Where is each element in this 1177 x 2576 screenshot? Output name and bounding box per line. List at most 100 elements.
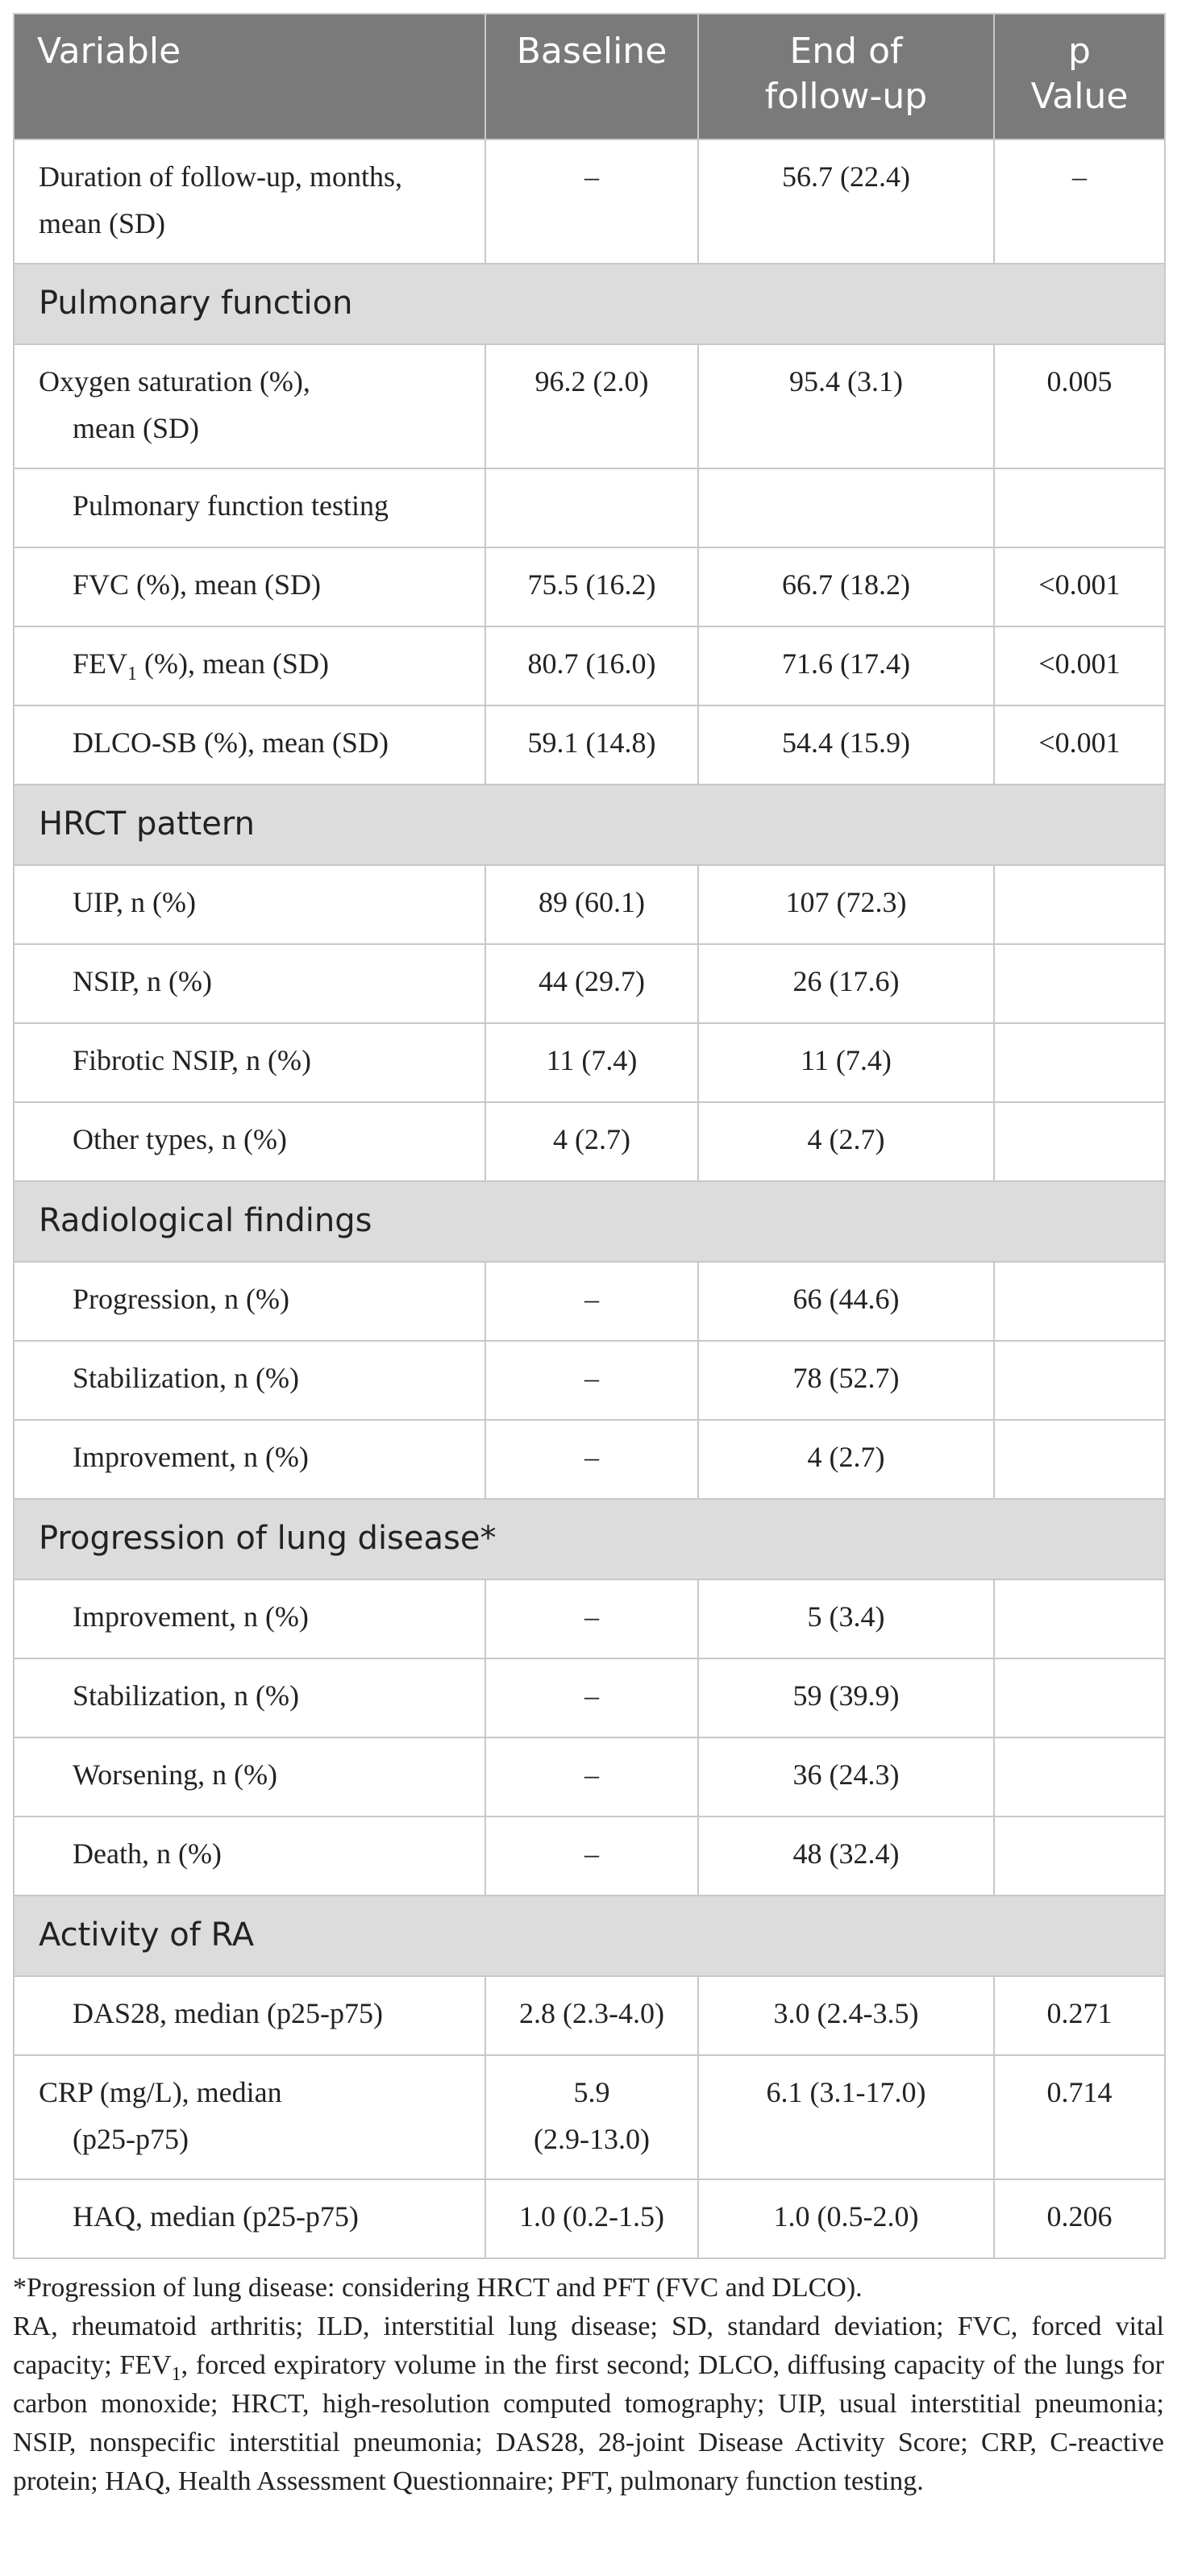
cell-baseline: 80.7 (16.0)	[485, 626, 699, 706]
table-footnotes: *Progression of lung disease: considerin…	[13, 2269, 1164, 2501]
cell-p: 0.206	[993, 2179, 1166, 2259]
cell-baseline: –	[485, 1261, 699, 1342]
row-label: Improvement, n (%)	[13, 1579, 486, 1659]
row-label: NSIP, n (%)	[13, 943, 486, 1024]
cell-end	[697, 468, 995, 548]
row-label: Death, n (%)	[13, 1816, 486, 1896]
cell-baseline: –	[485, 1419, 699, 1500]
cell-baseline: 75.5 (16.2)	[485, 547, 699, 627]
row-label-post: (%), mean (SD)	[137, 647, 329, 680]
cell-p: –	[993, 139, 1166, 264]
results-table: Variable Baseline End of follow-up p Value…	[13, 13, 1166, 2259]
cell-p	[993, 468, 1166, 548]
cell-p: 0.271	[993, 1975, 1166, 2056]
cell-baseline: –	[485, 139, 699, 264]
table-row: Oxygen saturation (%), mean (SD) 96.2 (2.…	[13, 343, 1166, 469]
cell-baseline-line1: 5.9	[573, 2076, 610, 2108]
row-label: Fibrotic NSIP, n (%)	[13, 1022, 486, 1103]
footnote-abbr-part1: RA, rheumatoid arthritis; ILD, interstit…	[13, 2312, 1164, 2380]
section-title: Activity of RA	[13, 1895, 1166, 1977]
cell-baseline: 4 (2.7)	[485, 1101, 699, 1182]
cell-baseline: 5.9 (2.9-13.0)	[485, 2054, 699, 2180]
header-baseline-text: Baseline	[516, 31, 668, 72]
table-row: Duration of follow-up, months, mean (SD) …	[13, 139, 1166, 264]
header-variable-text: Variable	[37, 31, 181, 72]
row-label-line1: CRP (mg/L), median	[39, 2076, 282, 2108]
cell-baseline: –	[485, 1658, 699, 1738]
cell-baseline: 59.1 (14.8)	[485, 705, 699, 785]
cell-end: 3.0 (2.4-3.5)	[697, 1975, 995, 2056]
cell-end: 71.6 (17.4)	[697, 626, 995, 706]
cell-baseline: 44 (29.7)	[485, 943, 699, 1024]
cell-end: 95.4 (3.1)	[697, 343, 995, 469]
section-row: Pulmonary function	[13, 263, 1166, 345]
cell-end: 36 (24.3)	[697, 1737, 995, 1817]
cell-end: 4 (2.7)	[697, 1419, 995, 1500]
footnote-star: *Progression of lung disease: considerin…	[13, 2273, 863, 2303]
row-label: Other types, n (%)	[13, 1101, 486, 1182]
row-label: Oxygen saturation (%), mean (SD)	[13, 343, 486, 469]
cell-end: 5 (3.4)	[697, 1579, 995, 1659]
table-row: DLCO-SB (%), mean (SD) 59.1 (14.8) 54.4 …	[13, 705, 1166, 785]
table-row: DAS28, median (p25-p75) 2.8 (2.3-4.0) 3.…	[13, 1975, 1166, 2056]
header-variable: Variable	[13, 13, 486, 140]
cell-p	[993, 943, 1166, 1024]
table-row: Stabilization, n (%) – 59 (39.9)	[13, 1658, 1166, 1738]
row-label: Stabilization, n (%)	[13, 1340, 486, 1421]
table-row: Worsening, n (%) – 36 (24.3)	[13, 1737, 1166, 1817]
row-label: Progression, n (%)	[13, 1261, 486, 1342]
cell-end: 6.1 (3.1-17.0)	[697, 2054, 995, 2180]
cell-baseline: –	[485, 1340, 699, 1421]
row-label: DAS28, median (p25-p75)	[13, 1975, 486, 2056]
cell-end: 54.4 (15.9)	[697, 705, 995, 785]
cell-baseline: 89 (60.1)	[485, 864, 699, 945]
cell-end: 66.7 (18.2)	[697, 547, 995, 627]
cell-baseline: 96.2 (2.0)	[485, 343, 699, 469]
header-end-line2: follow-up	[764, 76, 928, 117]
table-row: Stabilization, n (%) – 78 (52.7)	[13, 1340, 1166, 1421]
cell-p	[993, 1022, 1166, 1103]
section-title: Pulmonary function	[13, 263, 1166, 345]
section-row: HRCT pattern	[13, 784, 1166, 866]
cell-end: 56.7 (22.4)	[697, 139, 995, 264]
cell-end: 26 (17.6)	[697, 943, 995, 1024]
table-row: FEV1 (%), mean (SD) 80.7 (16.0) 71.6 (17…	[13, 626, 1166, 706]
section-title: Progression of lung disease*	[13, 1498, 1166, 1580]
table-row: Fibrotic NSIP, n (%) 11 (7.4) 11 (7.4)	[13, 1022, 1166, 1103]
footnote-abbr-part2: , forced expiratory volume in the first …	[13, 2350, 1164, 2496]
table-header: Variable Baseline End of follow-up p Value	[13, 13, 1166, 140]
table-row: Death, n (%) – 48 (32.4)	[13, 1816, 1166, 1896]
table-row: Pulmonary function testing	[13, 468, 1166, 548]
cell-end: 59 (39.9)	[697, 1658, 995, 1738]
row-label-line2: (p25-p75)	[73, 2123, 189, 2155]
header-end-line1: End of	[789, 31, 903, 72]
cell-baseline: 2.8 (2.3-4.0)	[485, 1975, 699, 2056]
table-row: Improvement, n (%) – 5 (3.4)	[13, 1579, 1166, 1659]
table-row: Other types, n (%) 4 (2.7) 4 (2.7)	[13, 1101, 1166, 1182]
cell-end: 66 (44.6)	[697, 1261, 995, 1342]
table-row: NSIP, n (%) 44 (29.7) 26 (17.6)	[13, 943, 1166, 1024]
cell-p	[993, 1737, 1166, 1817]
cell-baseline	[485, 468, 699, 548]
cell-baseline-line2: (2.9-13.0)	[534, 2123, 650, 2155]
row-label: Improvement, n (%)	[13, 1419, 486, 1500]
cell-p	[993, 864, 1166, 945]
row-label: Stabilization, n (%)	[13, 1658, 486, 1738]
cell-end: 4 (2.7)	[697, 1101, 995, 1182]
cell-baseline: –	[485, 1579, 699, 1659]
cell-end: 48 (32.4)	[697, 1816, 995, 1896]
table-row: FVC (%), mean (SD) 75.5 (16.2) 66.7 (18.…	[13, 547, 1166, 627]
row-label-pre: FEV	[73, 647, 128, 680]
footnote-abbreviations: RA, rheumatoid arthritis; ILD, interstit…	[13, 2308, 1164, 2501]
cell-p	[993, 1816, 1166, 1896]
cell-p: 0.005	[993, 343, 1166, 469]
table-row: UIP, n (%) 89 (60.1) 107 (72.3)	[13, 864, 1166, 945]
cell-end: 107 (72.3)	[697, 864, 995, 945]
row-label: FEV1 (%), mean (SD)	[13, 626, 486, 706]
cell-p	[993, 1658, 1166, 1738]
cell-end: 78 (52.7)	[697, 1340, 995, 1421]
row-label: DLCO-SB (%), mean (SD)	[13, 705, 486, 785]
cell-baseline: 1.0 (0.2-1.5)	[485, 2179, 699, 2259]
row-label-line2: mean (SD)	[73, 412, 199, 444]
cell-end: 11 (7.4)	[697, 1022, 995, 1103]
